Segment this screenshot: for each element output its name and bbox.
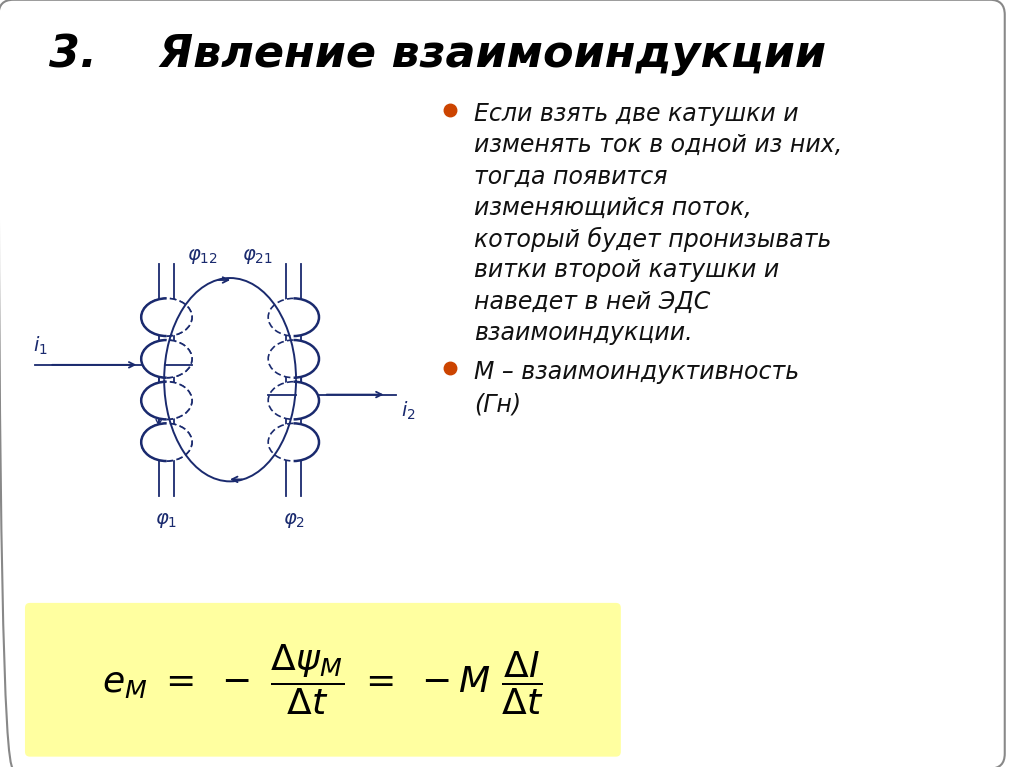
Ellipse shape (268, 298, 319, 336)
Text: $e_M\ =\ -\ \dfrac{\Delta\psi_M}{\Delta t}\ =\ -M\ \dfrac{\Delta I}{\Delta t}$: $e_M\ =\ -\ \dfrac{\Delta\psi_M}{\Delta … (102, 643, 544, 717)
Ellipse shape (268, 382, 319, 420)
Ellipse shape (141, 423, 193, 461)
Ellipse shape (268, 423, 319, 461)
Text: тогда появится: тогда появится (474, 164, 668, 189)
Text: который будет пронизывать: который будет пронизывать (474, 227, 831, 252)
Text: $i_2$: $i_2$ (401, 400, 416, 422)
Text: Если взять две катушки и: Если взять две катушки и (474, 102, 799, 126)
Text: 3.    Явление взаимоиндукции: 3. Явление взаимоиндукции (49, 32, 826, 75)
Ellipse shape (141, 298, 193, 336)
Text: наведет в ней ЭДС: наведет в ней ЭДС (474, 289, 711, 314)
Text: витки второй катушки и: витки второй катушки и (474, 258, 779, 282)
Text: $\varphi_2$: $\varphi_2$ (283, 511, 305, 530)
Text: $\varphi_{21}$: $\varphi_{21}$ (242, 247, 273, 266)
Text: $\varphi_{12}$: $\varphi_{12}$ (187, 247, 218, 266)
Text: взаимоиндукции.: взаимоиндукции. (474, 321, 693, 344)
Text: $i_1$: $i_1$ (33, 334, 47, 357)
Text: изменять ток в одной из них,: изменять ток в одной из них, (474, 133, 843, 157)
Ellipse shape (141, 340, 193, 377)
Text: изменяющийся поток,: изменяющийся поток, (474, 196, 752, 219)
Ellipse shape (268, 340, 319, 377)
Ellipse shape (141, 382, 193, 420)
FancyBboxPatch shape (25, 603, 621, 757)
Text: М – взаимоиндуктивность: М – взаимоиндуктивность (474, 360, 800, 384)
Text: $\varphi_1$: $\varphi_1$ (156, 511, 178, 530)
Text: (Гн): (Гн) (474, 393, 521, 416)
